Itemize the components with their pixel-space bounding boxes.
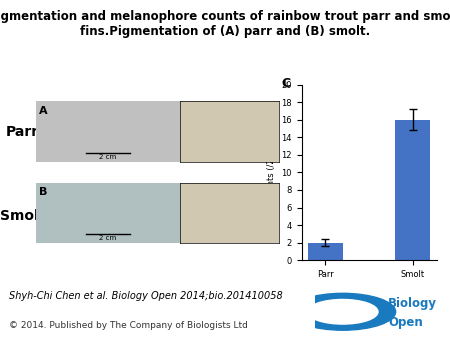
Bar (308, 243, 343, 260)
Text: 2 cm: 2 cm (99, 153, 117, 160)
Text: A: A (39, 106, 48, 116)
Text: Open: Open (388, 316, 423, 329)
Text: Fig. 1. Pigmentation and melanophore counts of rainbow trout parr and smolt caud: Fig. 1. Pigmentation and melanophore cou… (0, 10, 450, 38)
Text: Smolt: Smolt (0, 209, 45, 223)
Text: Biology: Biology (388, 297, 437, 310)
Circle shape (307, 299, 378, 324)
Text: Parr: Parr (6, 125, 39, 139)
Text: 2 cm: 2 cm (99, 235, 117, 241)
Text: B: B (39, 187, 47, 197)
Text: Shyh-Chi Chen et al. Biology Open 2014;bio.201410058: Shyh-Chi Chen et al. Biology Open 2014;b… (9, 291, 283, 301)
Text: C: C (281, 77, 290, 91)
Y-axis label: Cell counts (/200 μm²): Cell counts (/200 μm²) (266, 125, 275, 219)
Circle shape (290, 293, 396, 330)
Bar (395, 120, 430, 260)
Text: © 2014. Published by The Company of Biologists Ltd: © 2014. Published by The Company of Biol… (9, 321, 248, 330)
